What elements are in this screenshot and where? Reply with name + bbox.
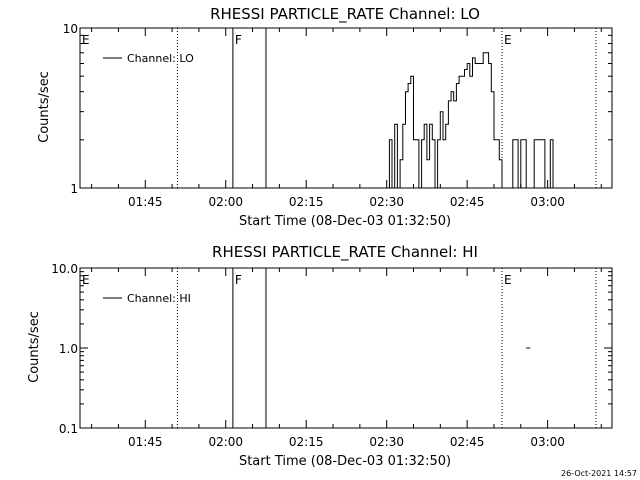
hi-legend: Channel: HI	[103, 292, 191, 305]
lo-channel-panel: RHESSI PARTICLE_RATE Channel: LO Counts/…	[37, 5, 613, 229]
footer-timestamp: 26-Oct-2021 14:57	[561, 469, 637, 478]
hi-marker-label: F	[235, 273, 242, 287]
lo-y-axis-label: Counts/sec	[37, 71, 52, 143]
lo-x-axis-label: Start Time (08-Dec-03 01:32:50)	[239, 214, 451, 229]
lo-marker-label: E	[82, 33, 90, 47]
hi-x-tick-label: 02:15	[289, 435, 324, 449]
hi-marker-label: E	[504, 273, 512, 287]
hi-marker-label: E	[82, 273, 90, 287]
hi-x-tick-label: 01:45	[128, 435, 163, 449]
hi-channel-panel: RHESSI PARTICLE_RATE Channel: HI Counts/…	[27, 243, 613, 469]
lo-marker-label: E	[504, 33, 512, 47]
hi-y-tick-label: 0.1	[59, 422, 78, 436]
lo-y-tick-label: 1	[70, 182, 78, 196]
lo-legend-label: Channel: LO	[127, 52, 194, 65]
hi-x-tick-label: 03:00	[530, 435, 565, 449]
lo-x-tick-label: 02:45	[450, 195, 485, 209]
lo-series-line	[386, 52, 554, 189]
hi-legend-label: Channel: HI	[127, 292, 191, 305]
lo-y-tick-label: 10	[63, 22, 78, 36]
lo-x-tick-label: 02:15	[289, 195, 324, 209]
hi-x-axis-label: Start Time (08-Dec-03 01:32:50)	[239, 454, 451, 469]
lo-x-tick-label: 02:00	[208, 195, 243, 209]
hi-x-tick-label: 02:00	[208, 435, 243, 449]
hi-y-tick-label: 10.0	[51, 262, 78, 276]
hi-chart-title: RHESSI PARTICLE_RATE Channel: HI	[212, 243, 478, 262]
hi-x-tick-label: 02:30	[369, 435, 404, 449]
lo-plot-frame	[79, 27, 613, 189]
lo-x-tick-label: 01:45	[128, 195, 163, 209]
lo-marker-label: F	[235, 33, 242, 47]
lo-x-tick-label: 02:30	[369, 195, 404, 209]
hi-y-tick-label: 1.0	[59, 342, 78, 356]
lo-x-tick-label: 03:00	[530, 195, 565, 209]
hi-y-axis-label: Counts/sec	[27, 311, 42, 383]
lo-chart-title: RHESSI PARTICLE_RATE Channel: LO	[210, 5, 480, 24]
hi-x-tick-label: 02:45	[450, 435, 485, 449]
